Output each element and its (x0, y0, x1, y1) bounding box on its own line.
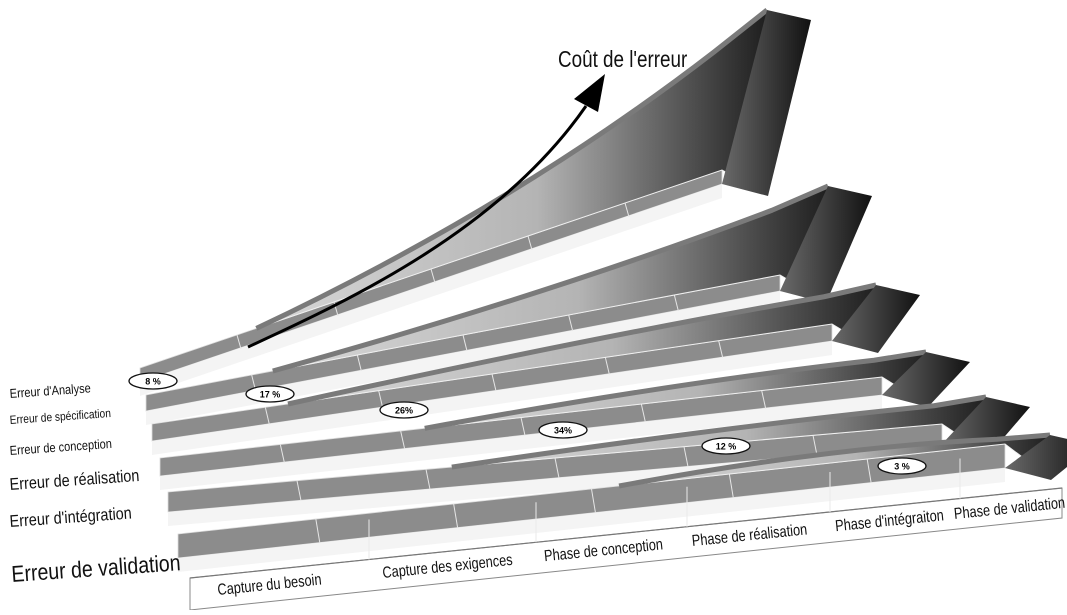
segment-divider (356, 354, 362, 372)
cost-wall-ridge (272, 183, 829, 374)
segment-divider (554, 457, 560, 479)
segment-divider (491, 373, 497, 392)
percent-label: 12 % (716, 442, 737, 452)
phase-axis-edge (189, 487, 1063, 579)
error-row: 34% (159, 349, 970, 490)
percent-label: 8 % (145, 377, 161, 387)
wall-end-cap (882, 352, 970, 407)
segment-divider (279, 444, 285, 463)
segment-divider (568, 314, 574, 332)
segment-divider (462, 334, 468, 352)
percent-oval (538, 421, 588, 439)
segment-divider (315, 518, 321, 544)
segment-divider (430, 268, 436, 284)
wall-end-cap (722, 10, 811, 196)
segment-divider (400, 430, 406, 450)
error-type-label: Erreur de conception (9, 436, 112, 458)
error-row: 17 % (145, 183, 872, 425)
segment-divider (453, 503, 459, 529)
wall-end-cap (1005, 435, 1067, 480)
percent-label: 26% (395, 406, 413, 416)
cost-wall-ridge (287, 282, 877, 407)
segment-divider (640, 403, 646, 423)
percent-oval (128, 372, 178, 390)
segment-divider (527, 235, 533, 251)
percent-oval (245, 385, 295, 403)
percent-label: 17 % (260, 390, 281, 400)
segment-divider (761, 390, 767, 409)
segment-divider (673, 294, 679, 312)
segment-divider (812, 435, 818, 456)
error-type-label: Erreur de spécification (9, 407, 111, 427)
segment-divider (866, 458, 872, 484)
segment-divider (425, 469, 431, 490)
segment-divider (264, 407, 270, 425)
wall-end-cap (780, 186, 872, 303)
percent-label: 3 % (894, 462, 910, 472)
error-row: 26% (151, 282, 920, 455)
cost-wall-ridge (618, 432, 1051, 489)
error-type-label: Erreur d'intégration (9, 504, 132, 531)
segment-divider (236, 334, 242, 350)
slab-front (146, 291, 780, 425)
segment-divider (378, 390, 384, 408)
cost-wall-ridge (451, 394, 987, 470)
error-type-label: Erreur de réalisation (9, 467, 140, 494)
slab-front (152, 341, 832, 455)
wall-end-cap (832, 285, 920, 353)
percent-oval (701, 437, 751, 455)
segment-divider (520, 417, 526, 436)
percent-oval (379, 401, 429, 419)
percent-label: 34% (554, 426, 572, 436)
error-type-label: Erreur d'Analyse (9, 380, 91, 401)
cost-wall-ridge (424, 349, 927, 431)
error-rows: 8 % 17 % 26% 34% 12 % 3 % (128, 8, 1067, 572)
segment-divider (624, 202, 630, 218)
error-type-label: Erreur de validation (11, 550, 182, 588)
segment-divider (591, 488, 596, 514)
segment-divider (604, 357, 610, 375)
percent-oval (877, 457, 927, 475)
slab-front (160, 395, 882, 490)
error-row: 3 % (177, 432, 1067, 572)
segment-divider (718, 340, 724, 358)
segment-divider (296, 480, 302, 501)
slab-front (178, 468, 1005, 572)
segment-divider (728, 473, 734, 499)
cost-title: Coût de l'erreur (558, 47, 687, 72)
slab-front (140, 184, 722, 396)
cost-arrow-head-icon (574, 74, 605, 112)
segment-divider (683, 446, 689, 467)
cost-arrow-icon (247, 105, 588, 349)
